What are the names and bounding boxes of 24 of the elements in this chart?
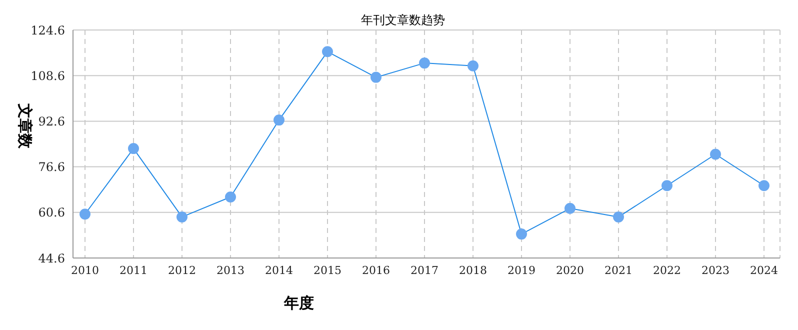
y-tick-label: 108.6 xyxy=(30,68,65,83)
x-tick-label: 2012 xyxy=(168,264,196,277)
x-tick-label: 2011 xyxy=(120,264,148,277)
y-tick-label: 92.6 xyxy=(38,114,65,128)
y-tick-label: 76.6 xyxy=(38,160,65,174)
x-tick-label: 2020 xyxy=(556,264,584,277)
x-tick-label: 2016 xyxy=(362,264,390,277)
x-tick-label: 2018 xyxy=(459,264,487,277)
x-tick-label: 2024 xyxy=(750,264,778,277)
y-axis-title: 文章数 xyxy=(16,102,34,150)
x-tick-label: 2022 xyxy=(653,264,681,277)
x-tick-label: 2015 xyxy=(314,264,342,277)
x-tick-label: 2010 xyxy=(71,264,99,277)
y-tick-label: 44.6 xyxy=(38,251,65,266)
x-tick-label: 2013 xyxy=(216,264,244,277)
chart-title: 年刊文章数趋势 xyxy=(361,13,445,27)
x-axis-title: 年度 xyxy=(283,294,314,312)
x-tick-label: 2014 xyxy=(265,264,293,277)
x-tick-label: 2019 xyxy=(508,264,536,277)
x-tick-label: 2023 xyxy=(702,264,730,277)
x-tick-label: 2021 xyxy=(604,264,632,277)
x-tick-label: 2017 xyxy=(410,264,438,277)
y-tick-label: 124.6 xyxy=(30,23,65,38)
y-tick-label: 60.6 xyxy=(38,206,65,220)
